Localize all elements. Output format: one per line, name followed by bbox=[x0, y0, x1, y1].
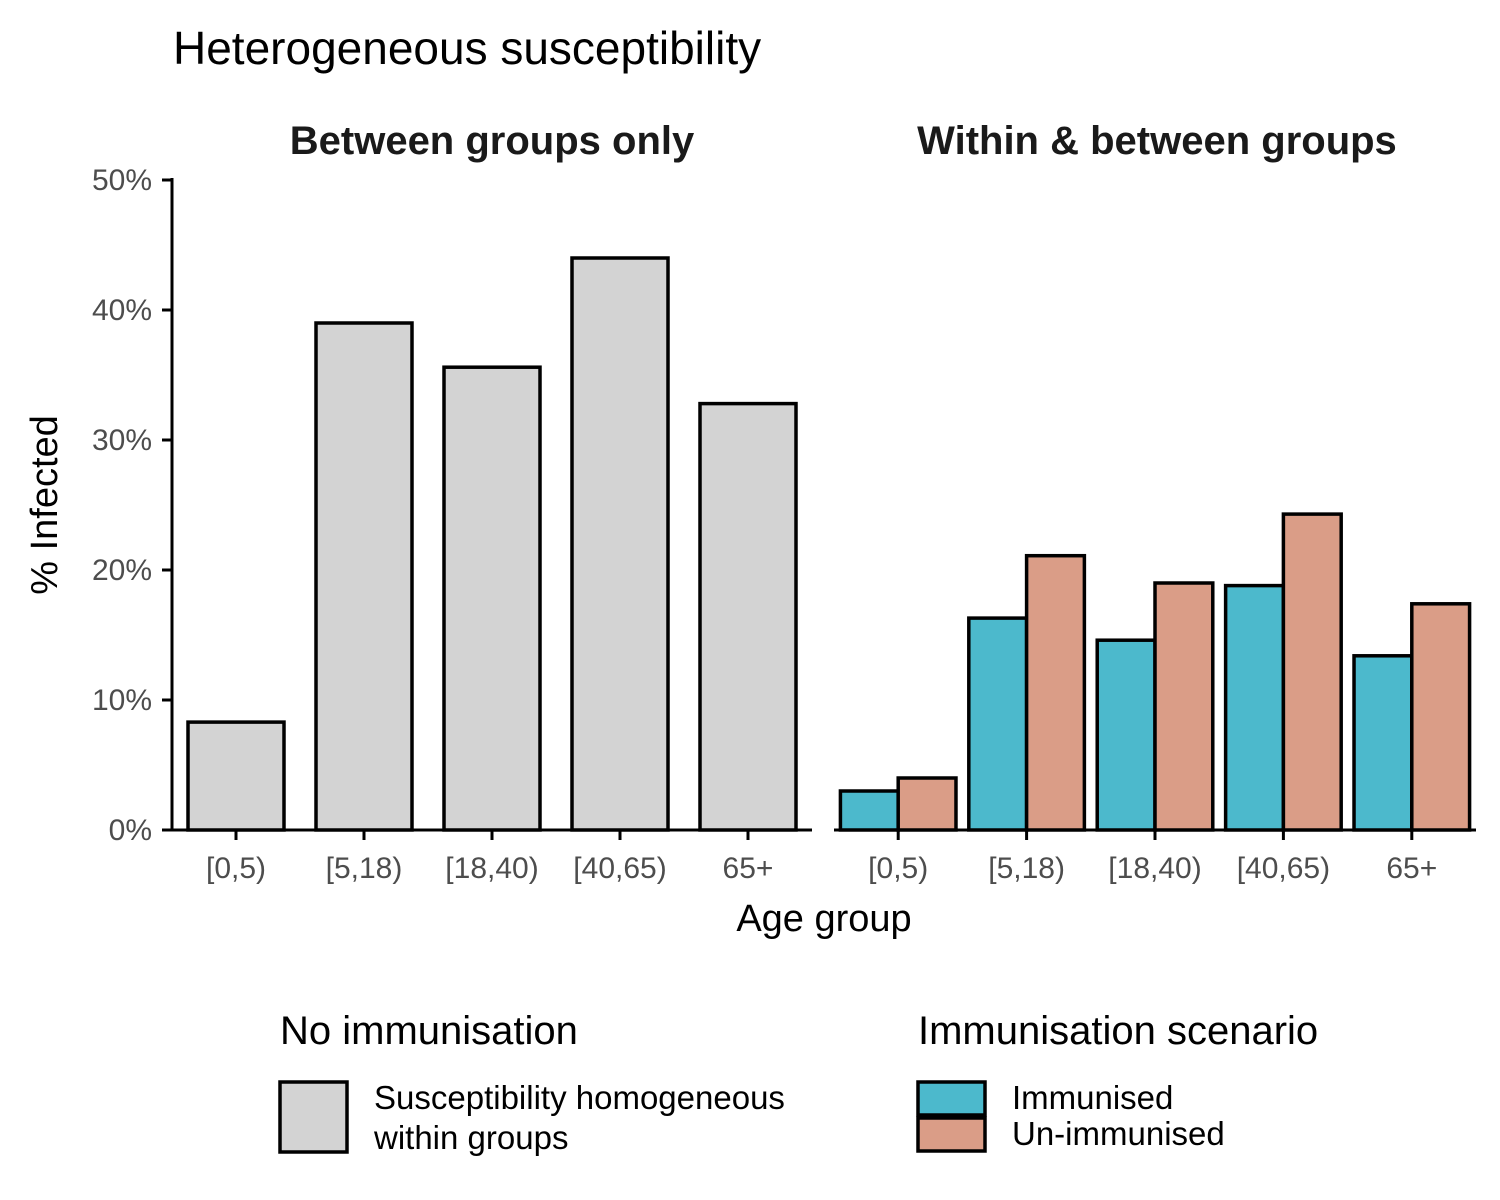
bar bbox=[1352, 654, 1414, 832]
bar bbox=[1410, 602, 1472, 832]
x-tick-label: [5,18) bbox=[988, 852, 1065, 885]
x-tick-label: [18,40) bbox=[445, 852, 538, 885]
x-tick-label: [40,65) bbox=[573, 852, 666, 885]
bar bbox=[1223, 583, 1286, 832]
legend-key bbox=[916, 1116, 987, 1153]
x-tick-label: 65+ bbox=[723, 852, 774, 885]
y-tick-label: 10% bbox=[92, 684, 152, 717]
legend-label: Un-immunised bbox=[1012, 1115, 1225, 1152]
bar bbox=[1095, 638, 1157, 832]
bar bbox=[1153, 581, 1215, 832]
legend-label: Immunised bbox=[1012, 1079, 1173, 1116]
bar bbox=[838, 789, 900, 832]
x-tick-label: [5,18) bbox=[326, 852, 403, 885]
y-tick-label: 40% bbox=[92, 294, 152, 327]
legend-key bbox=[278, 1080, 349, 1154]
panel-1: Between groups only [0,5) [5,18) [18,40) [40… bbox=[172, 119, 812, 885]
y-axis-title: % Infected bbox=[24, 415, 66, 595]
x-tick-label: [18,40) bbox=[1108, 852, 1201, 885]
legend-title: Immunisation scenario bbox=[918, 1009, 1318, 1053]
legend-1: No immunisation Susceptibility homogeneou… bbox=[278, 1009, 785, 1156]
y-tick-label: 30% bbox=[92, 424, 152, 457]
x-axis-title: Age group bbox=[736, 898, 911, 940]
chart-title: Heterogeneous susceptibility bbox=[173, 22, 761, 74]
legend-title: No immunisation bbox=[280, 1009, 578, 1053]
y-tick-label: 0% bbox=[109, 814, 152, 847]
legend-key bbox=[916, 1080, 987, 1117]
bar bbox=[314, 321, 414, 832]
bar bbox=[186, 720, 286, 832]
x-tick-label: 65+ bbox=[1386, 852, 1437, 885]
bar bbox=[570, 256, 670, 832]
bar bbox=[1281, 512, 1343, 832]
bar bbox=[967, 616, 1029, 832]
legend-label: Susceptibility homogeneous bbox=[374, 1079, 785, 1116]
legend-label: within groups bbox=[373, 1119, 568, 1156]
bar bbox=[1024, 553, 1087, 832]
y-tick-label: 20% bbox=[92, 554, 152, 587]
x-tick-label: [40,65) bbox=[1237, 852, 1330, 885]
panels: 0% 10% 20% 30% 40% 50% Between groups only [0,5… bbox=[92, 119, 1476, 885]
legend-2: Immunisation scenario ImmunisedUn-immunis… bbox=[916, 1009, 1318, 1153]
x-tick-label: [0,5) bbox=[868, 852, 928, 885]
panel-title: Within & between groups bbox=[917, 119, 1397, 163]
bar bbox=[698, 401, 798, 832]
y-tick-label: 50% bbox=[92, 164, 152, 197]
bar bbox=[442, 365, 542, 832]
panel-2: Within & between groups [0,5) [5,18) [18,40… bbox=[834, 119, 1476, 885]
x-tick-label: [0,5) bbox=[206, 852, 266, 885]
bar bbox=[896, 776, 958, 832]
legends: No immunisation Susceptibility homogeneou… bbox=[278, 1009, 1318, 1156]
panel-title: Between groups only bbox=[290, 119, 695, 163]
